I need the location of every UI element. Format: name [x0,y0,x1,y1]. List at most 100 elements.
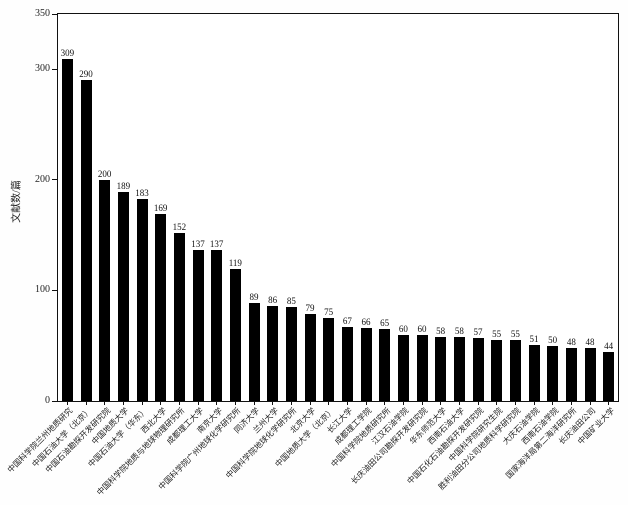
bar-value-label: 58 [454,325,464,336]
x-tick [533,401,535,405]
x-tick [85,401,87,405]
x-tick [66,401,68,405]
bar-value-label: 58 [436,325,446,336]
bar-value-label: 57 [473,326,483,337]
bar [435,336,447,401]
x-tick [216,401,218,405]
bar [304,313,316,401]
bar-value-label: 55 [510,329,520,340]
x-tick [141,401,143,405]
bar [248,302,260,401]
bar [547,345,559,401]
x-tick [365,401,367,405]
bar-value-label: 290 [79,69,93,80]
y-tick-label: 300 [35,63,50,75]
y-tick-label: 200 [35,173,50,185]
bar-value-label: 44 [604,341,614,352]
bar-value-label: 137 [209,238,224,249]
x-tick [570,401,572,405]
bar-value-label: 85 [286,296,296,306]
bar-value-label: 48 [585,336,595,347]
bar-value-label: 309 [60,48,75,59]
x-tick [552,401,554,405]
y-tick-label: 0 [45,395,50,406]
bar [192,249,204,401]
x-tick [234,401,236,405]
bar [136,198,148,401]
x-tick [309,401,311,405]
bar-value-label: 86 [268,294,278,305]
y-tick [52,13,58,15]
bar [341,326,353,401]
bar-value-label: 152 [172,221,187,232]
bar-value-label: 60 [398,323,408,334]
bar-value-label: 183 [135,187,149,198]
x-tick [421,401,423,405]
x-tick [104,401,106,405]
x-tick [384,401,386,405]
x-tick [346,401,348,405]
y-tick [52,400,58,402]
x-axis-labels: 中国科学院兰州地质研究 中国石油大学（北京） 中国石油勘探开发研究院 中国地质大学 中国… [6,402,617,505]
x-tick [402,401,404,405]
x-tick [272,401,274,405]
x-tick [608,401,610,405]
bar [565,347,577,401]
bar-value-label: 89 [249,291,259,302]
x-tick [178,401,180,405]
x-tick [496,401,498,405]
bar [416,334,428,401]
x-tick [122,401,124,405]
bar [229,269,241,401]
x-tick [514,401,516,405]
y-tick [52,68,58,70]
bar [491,340,503,401]
y-tick-label: 100 [35,284,50,296]
bar-value-label: 137 [191,238,205,249]
bar [80,80,92,401]
bar-value-label: 55 [492,329,502,340]
x-tick [440,401,442,405]
x-tick [477,401,479,405]
y-tick [52,179,58,181]
bar [61,59,73,401]
bar [267,305,279,401]
bar-value-label: 200 [97,168,112,179]
plot-area: 0 100 200 300 350 309 290 200 189 183 169 152 137 137… [35,8,619,406]
x-tick [458,401,460,405]
bar-value-label: 51 [529,333,539,344]
bar-value-label: 79 [305,302,315,313]
bar [472,337,484,401]
y-tick-label: 350 [35,8,50,19]
bar [323,318,335,401]
bar [155,214,167,401]
bar [285,307,297,401]
bar-value-label: 50 [548,334,558,345]
bar [379,329,391,401]
x-tick [160,401,162,405]
x-tick [589,401,591,405]
bar [584,347,596,401]
bar [528,344,540,401]
x-tick [253,401,255,405]
bar [173,232,185,401]
y-tick [52,289,58,291]
bar-value-label: 169 [153,203,168,214]
bar-value-label: 66 [361,317,371,328]
bar [509,340,521,401]
bar-value-label: 60 [417,323,427,334]
x-tick [197,401,199,405]
bar [603,352,615,401]
bar [360,328,372,401]
bar-value-label: 119 [228,258,242,269]
bar-value-label: 75 [324,307,334,318]
bar [117,192,129,401]
bar [99,179,111,401]
x-tick [290,401,292,405]
bar-value-label: 67 [342,315,352,326]
x-tick [328,401,330,405]
bar-value-label: 48 [566,336,576,347]
bar-value-label: 65 [380,318,390,329]
bar [453,336,465,401]
